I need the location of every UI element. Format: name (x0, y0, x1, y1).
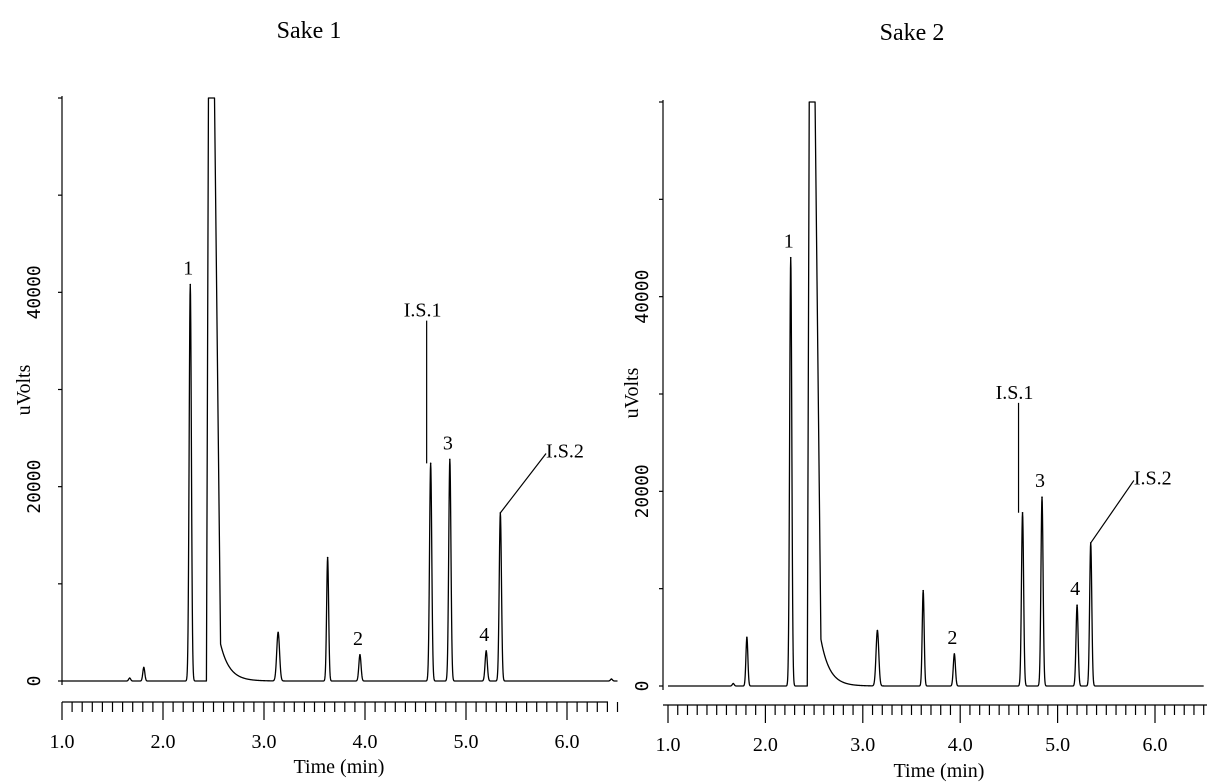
y-tick-label: 40000 (24, 265, 45, 319)
x-tick-label: 5.0 (1045, 734, 1070, 756)
peak-apex-mark (189, 283, 192, 286)
x-tick-label: 6.0 (555, 731, 580, 753)
x-axis-label: Time (min) (294, 756, 385, 778)
peak-label-is2: I.S.2 (1134, 467, 1172, 489)
peak-apex-mark (143, 666, 145, 669)
peak-apex-mark (1076, 604, 1078, 607)
peak-apex-mark (922, 589, 924, 592)
chart-title: Sake 2 (880, 20, 945, 46)
peak-apex-mark (449, 458, 451, 461)
x-tick-label: 4.0 (948, 734, 973, 756)
callout-line (499, 453, 547, 514)
x-tick-label: 5.0 (454, 731, 479, 753)
chart-title: Sake 1 (277, 18, 342, 44)
chart-panel-sake-1: Sake 1 0 20000 40000 uVolts 1.0 2.0 3.0 4.0 5.0 6.… (13, 18, 619, 778)
y-tick-label: 0 (632, 681, 653, 692)
peak-label: 4 (1070, 578, 1080, 600)
peak-apex-mark (789, 256, 792, 259)
y-axis-label: uVolts (621, 367, 643, 418)
peak-apex-mark (429, 462, 432, 465)
peak-apex-mark (1041, 496, 1043, 498)
x-tick-label: 1.0 (50, 731, 75, 753)
peak-label: 2 (353, 628, 363, 650)
y-tick-label: 20000 (24, 460, 45, 514)
y-tick-label: 0 (24, 676, 45, 687)
peak-label: 3 (443, 432, 453, 454)
callout-line (1090, 480, 1135, 544)
peak-label: 1 (784, 231, 794, 253)
x-tick-label: 2.0 (753, 734, 778, 756)
x-tick-label: 3.0 (850, 734, 875, 756)
peak-apex-mark (277, 631, 279, 634)
peak-label-is1: I.S.1 (404, 300, 442, 322)
peak-label-is2: I.S.2 (546, 440, 584, 462)
peak-apex-mark (732, 682, 735, 685)
x-tick-label: 2.0 (151, 731, 176, 753)
peak-apex-mark (876, 629, 879, 632)
peak-apex-mark (485, 650, 488, 652)
peak-label-is1: I.S.1 (996, 382, 1034, 404)
peak-label: 2 (947, 627, 957, 649)
x-axis-label: Time (min) (894, 760, 985, 782)
x-tick-label: 3.0 (252, 731, 277, 753)
chromatogram-trace (667, 101, 1205, 687)
chart-panel-sake-2: Sake 2 0 20000 40000 uVolts 1.0 2.0 3.0 4.0 5.0 6.… (621, 20, 1207, 782)
peak-apex-mark (128, 677, 131, 679)
y-tick-label: 40000 (632, 270, 653, 324)
peak-apex-mark (359, 653, 361, 656)
x-tick-label: 1.0 (656, 734, 681, 756)
peak-apex-mark (326, 556, 329, 559)
peak-apex-mark (746, 636, 748, 639)
peak-label: 4 (479, 624, 489, 646)
y-tick-label: 20000 (632, 464, 653, 518)
peak-apex-mark (1021, 511, 1024, 514)
peak-apex-mark (953, 653, 956, 655)
peak-label: 1 (183, 258, 193, 280)
x-tick-label: 4.0 (353, 731, 378, 753)
y-axis-label: uVolts (13, 364, 35, 415)
x-tick-label: 6.0 (1143, 734, 1168, 756)
chromatogram-trace (61, 97, 618, 682)
peak-label: 3 (1035, 470, 1045, 492)
peak-apex-mark (610, 678, 613, 680)
